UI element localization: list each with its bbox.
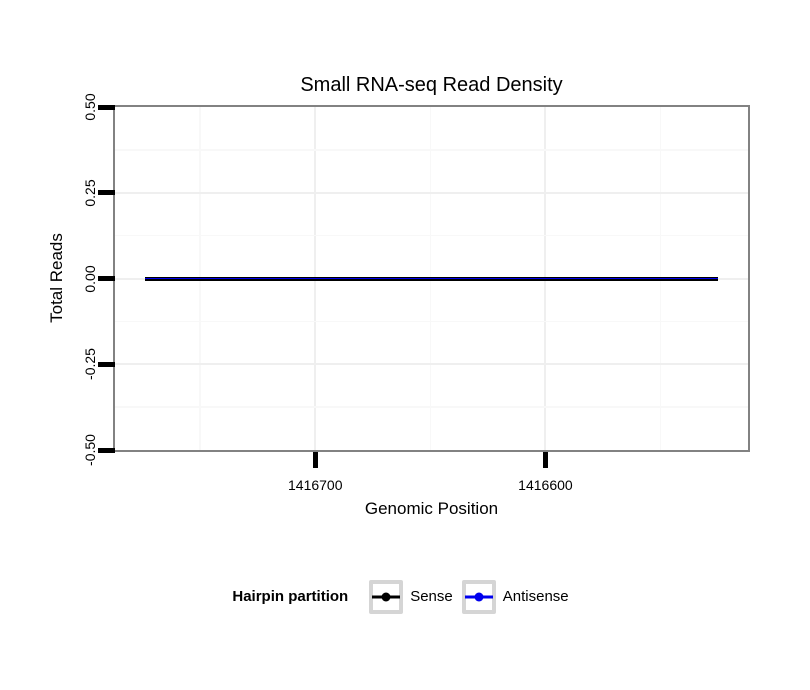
x-tick-label: 1416600 [518, 477, 573, 493]
x-tick-label: 1416700 [287, 477, 343, 493]
legend-title: Hairpin partition [232, 588, 349, 605]
legend-item-sense: Sense [369, 579, 453, 614]
y-tick-label: 0.00 [82, 264, 98, 293]
y-tick-mark [98, 447, 115, 453]
legend-key-antisense [461, 579, 496, 614]
x-tick-mark [312, 452, 318, 468]
gridline-minor-h [115, 149, 748, 151]
y-tick-mark [98, 276, 115, 281]
y-tick-label: -0.50 [82, 434, 98, 466]
gridline-major-h [115, 363, 748, 366]
legend-items: Sense Antisense [369, 579, 577, 614]
gridline-minor-h [115, 234, 748, 237]
y-tick-label: 0.50 [82, 93, 98, 121]
legend-key-dot-icon [474, 592, 484, 601]
y-tick-label: 0.25 [82, 179, 98, 207]
y-tick-mark [98, 361, 115, 367]
gridline-minor-h [115, 320, 748, 323]
legend-item-label: Sense [410, 588, 453, 605]
x-tick-mark [542, 452, 548, 468]
y-tick-label: -0.25 [82, 348, 98, 381]
y-tick-mark [98, 104, 115, 110]
chart-title: Small RNA-seq Read Density [300, 74, 563, 96]
legend: Hairpin partition Sense Antisense [0, 579, 810, 614]
gridline-major-h [115, 191, 748, 194]
legend-item-antisense: Antisense [461, 579, 569, 614]
y-tick-mark [98, 190, 115, 196]
gridline-minor-h [115, 406, 748, 408]
legend-key-sense [369, 579, 404, 614]
x-axis-title: Genomic Position [364, 499, 499, 518]
plot-panel [113, 105, 750, 452]
legend-key-dot-icon [381, 592, 391, 601]
y-axis-title: Total Reads [47, 233, 66, 323]
legend-item-label: Antisense [502, 588, 569, 605]
series-line-antisense [144, 277, 719, 280]
